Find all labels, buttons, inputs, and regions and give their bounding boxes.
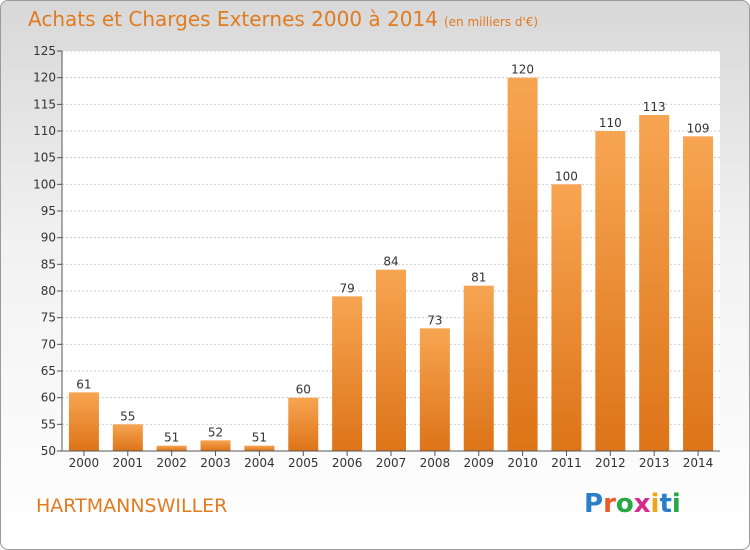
data-label-2001: 55 [120,409,135,423]
bar-2004[interactable] [244,445,275,451]
x-tick-label-2010: 2010 [507,456,538,470]
data-label-2014: 109 [687,121,710,135]
bar-2009[interactable] [463,285,494,451]
bar-2000[interactable] [68,392,99,451]
y-tick-label: 95 [41,204,56,218]
logo-letter: t [659,489,672,519]
x-tick-label-2006: 2006 [332,456,363,470]
bar-2010[interactable] [507,77,538,452]
y-tick-label: 120 [33,71,56,85]
y-tick-label: 70 [41,337,56,351]
bar-2007[interactable] [376,269,406,451]
bar-2006[interactable] [332,296,363,451]
data-label-2003: 52 [208,425,223,439]
x-tick-label-2004: 2004 [244,456,275,470]
chart-title-text: Achats et Charges Externes 2000 à 2014 [28,7,438,31]
x-tick-label-2009: 2009 [463,456,494,470]
logo-letter: P [584,489,604,519]
data-label-2002: 51 [164,431,179,445]
chart-subtitle: (en milliers d'€) [443,15,539,29]
bar-2001[interactable] [112,424,143,451]
y-tick-label: 50 [41,444,56,458]
data-label-2010: 120 [511,63,534,77]
data-label-2012: 110 [599,116,622,130]
y-tick-label: 125 [33,44,56,58]
data-label-2000: 61 [76,377,91,391]
y-tick-label: 90 [41,231,56,245]
data-label-2013: 113 [643,100,666,114]
y-tick-label: 100 [33,177,56,191]
logo-letter: o [615,489,634,519]
data-label-2011: 100 [555,169,578,183]
logo-letter: i [671,489,681,519]
y-tick-label: 80 [41,284,56,298]
chart-title: Achats et Charges Externes 2000 à 2014 (e… [28,7,538,31]
data-label-2004: 51 [252,431,267,445]
data-label-2005: 60 [296,383,311,397]
commune-name: HARTMANNSWILLER [36,495,228,517]
bar-2002[interactable] [156,445,187,451]
bars [68,77,714,452]
bar-2013[interactable] [639,115,670,451]
y-tick-label: 110 [33,124,56,138]
bar-2003[interactable] [200,440,231,451]
y-tick-label: 115 [33,97,56,111]
x-tick-label-2007: 2007 [376,456,407,470]
x-tick-label-2014: 2014 [683,456,714,470]
x-tick-label-2012: 2012 [595,456,626,470]
y-tick-label: 75 [41,311,56,325]
x-tick-label-2001: 2001 [113,456,144,470]
bar-2008[interactable] [419,328,450,451]
x-tick-label-2013: 2013 [639,456,670,470]
bar-2012[interactable] [595,131,626,451]
bar-2014[interactable] [683,136,714,452]
logo-letter: r [603,489,616,519]
data-label-2008: 73 [427,313,442,327]
y-tick-label: 85 [41,257,56,271]
y-tick-label: 60 [41,391,56,405]
bar-2011[interactable] [551,184,582,452]
x-tick-label-2003: 2003 [200,456,231,470]
x-tick-label-2008: 2008 [420,456,451,470]
x-tick-label-2011: 2011 [551,456,582,470]
data-label-2007: 84 [383,255,398,269]
axes: 50 55 60 65 70 75 80 85 90 95 100 105 110 115 120 125 20… [33,44,720,470]
y-tick-label: 65 [41,364,56,378]
x-tick-label-2000: 2000 [69,456,100,470]
logo-letter: i [650,489,660,519]
x-tick-label-2002: 2002 [156,456,187,470]
bar-2005[interactable] [288,397,319,451]
data-label-2009: 81 [471,271,486,285]
data-labels: 61 55 51 52 51 60 79 84 73 81 120 100 110 113 109 [76,63,709,445]
y-tick-label: 105 [33,151,56,165]
x-tick-label-2005: 2005 [288,456,319,470]
y-tick-label: 55 [41,417,56,431]
data-label-2006: 79 [339,281,354,295]
logo-letter: x [633,489,651,519]
proxiti-logo[interactable]: Proxiti [584,489,681,519]
